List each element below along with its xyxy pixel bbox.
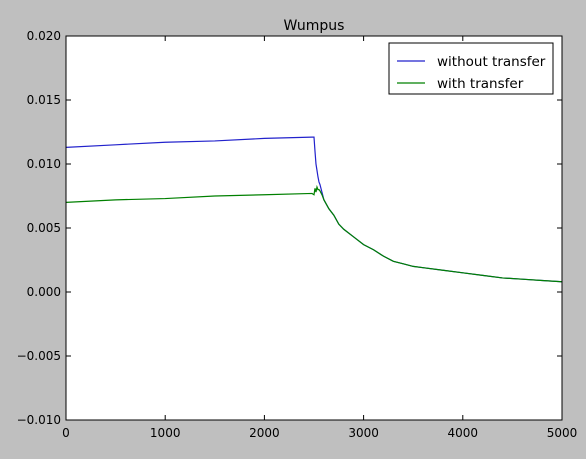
legend-label-without-transfer: without transfer: [437, 54, 546, 70]
y-tick-label: 0.010: [27, 157, 61, 171]
y-tick-label: −0.010: [17, 413, 61, 427]
plot-area: [66, 36, 562, 420]
chart-title: Wumpus: [284, 18, 345, 34]
y-tick-label: 0.020: [27, 29, 61, 43]
x-tick-label: 5000: [547, 426, 578, 440]
x-tick-label: 1000: [150, 426, 181, 440]
ticks-layer: 0 1000 2000 3000 4000 5000 −0.010 −0.005 0.000 0.…: [17, 29, 578, 440]
x-tick-label: 0: [62, 426, 70, 440]
x-tick-label: 2000: [249, 426, 280, 440]
x-tick-label: 4000: [448, 426, 479, 440]
x-tick-label: 3000: [348, 426, 379, 440]
legend-box: [388, 42, 554, 95]
series-layer: [65, 136, 563, 283]
y-tick-label: 0.005: [27, 221, 61, 235]
series-line-with-transfer: [65, 184, 563, 283]
y-tick-label: −0.005: [17, 349, 61, 363]
plot-frame: [65, 35, 563, 421]
legend: without transfer with transfer: [388, 42, 554, 95]
y-tick-label: 0.000: [27, 285, 61, 299]
y-tick-label: 0.015: [27, 93, 61, 107]
legend-label-with-transfer: with transfer: [437, 76, 524, 92]
